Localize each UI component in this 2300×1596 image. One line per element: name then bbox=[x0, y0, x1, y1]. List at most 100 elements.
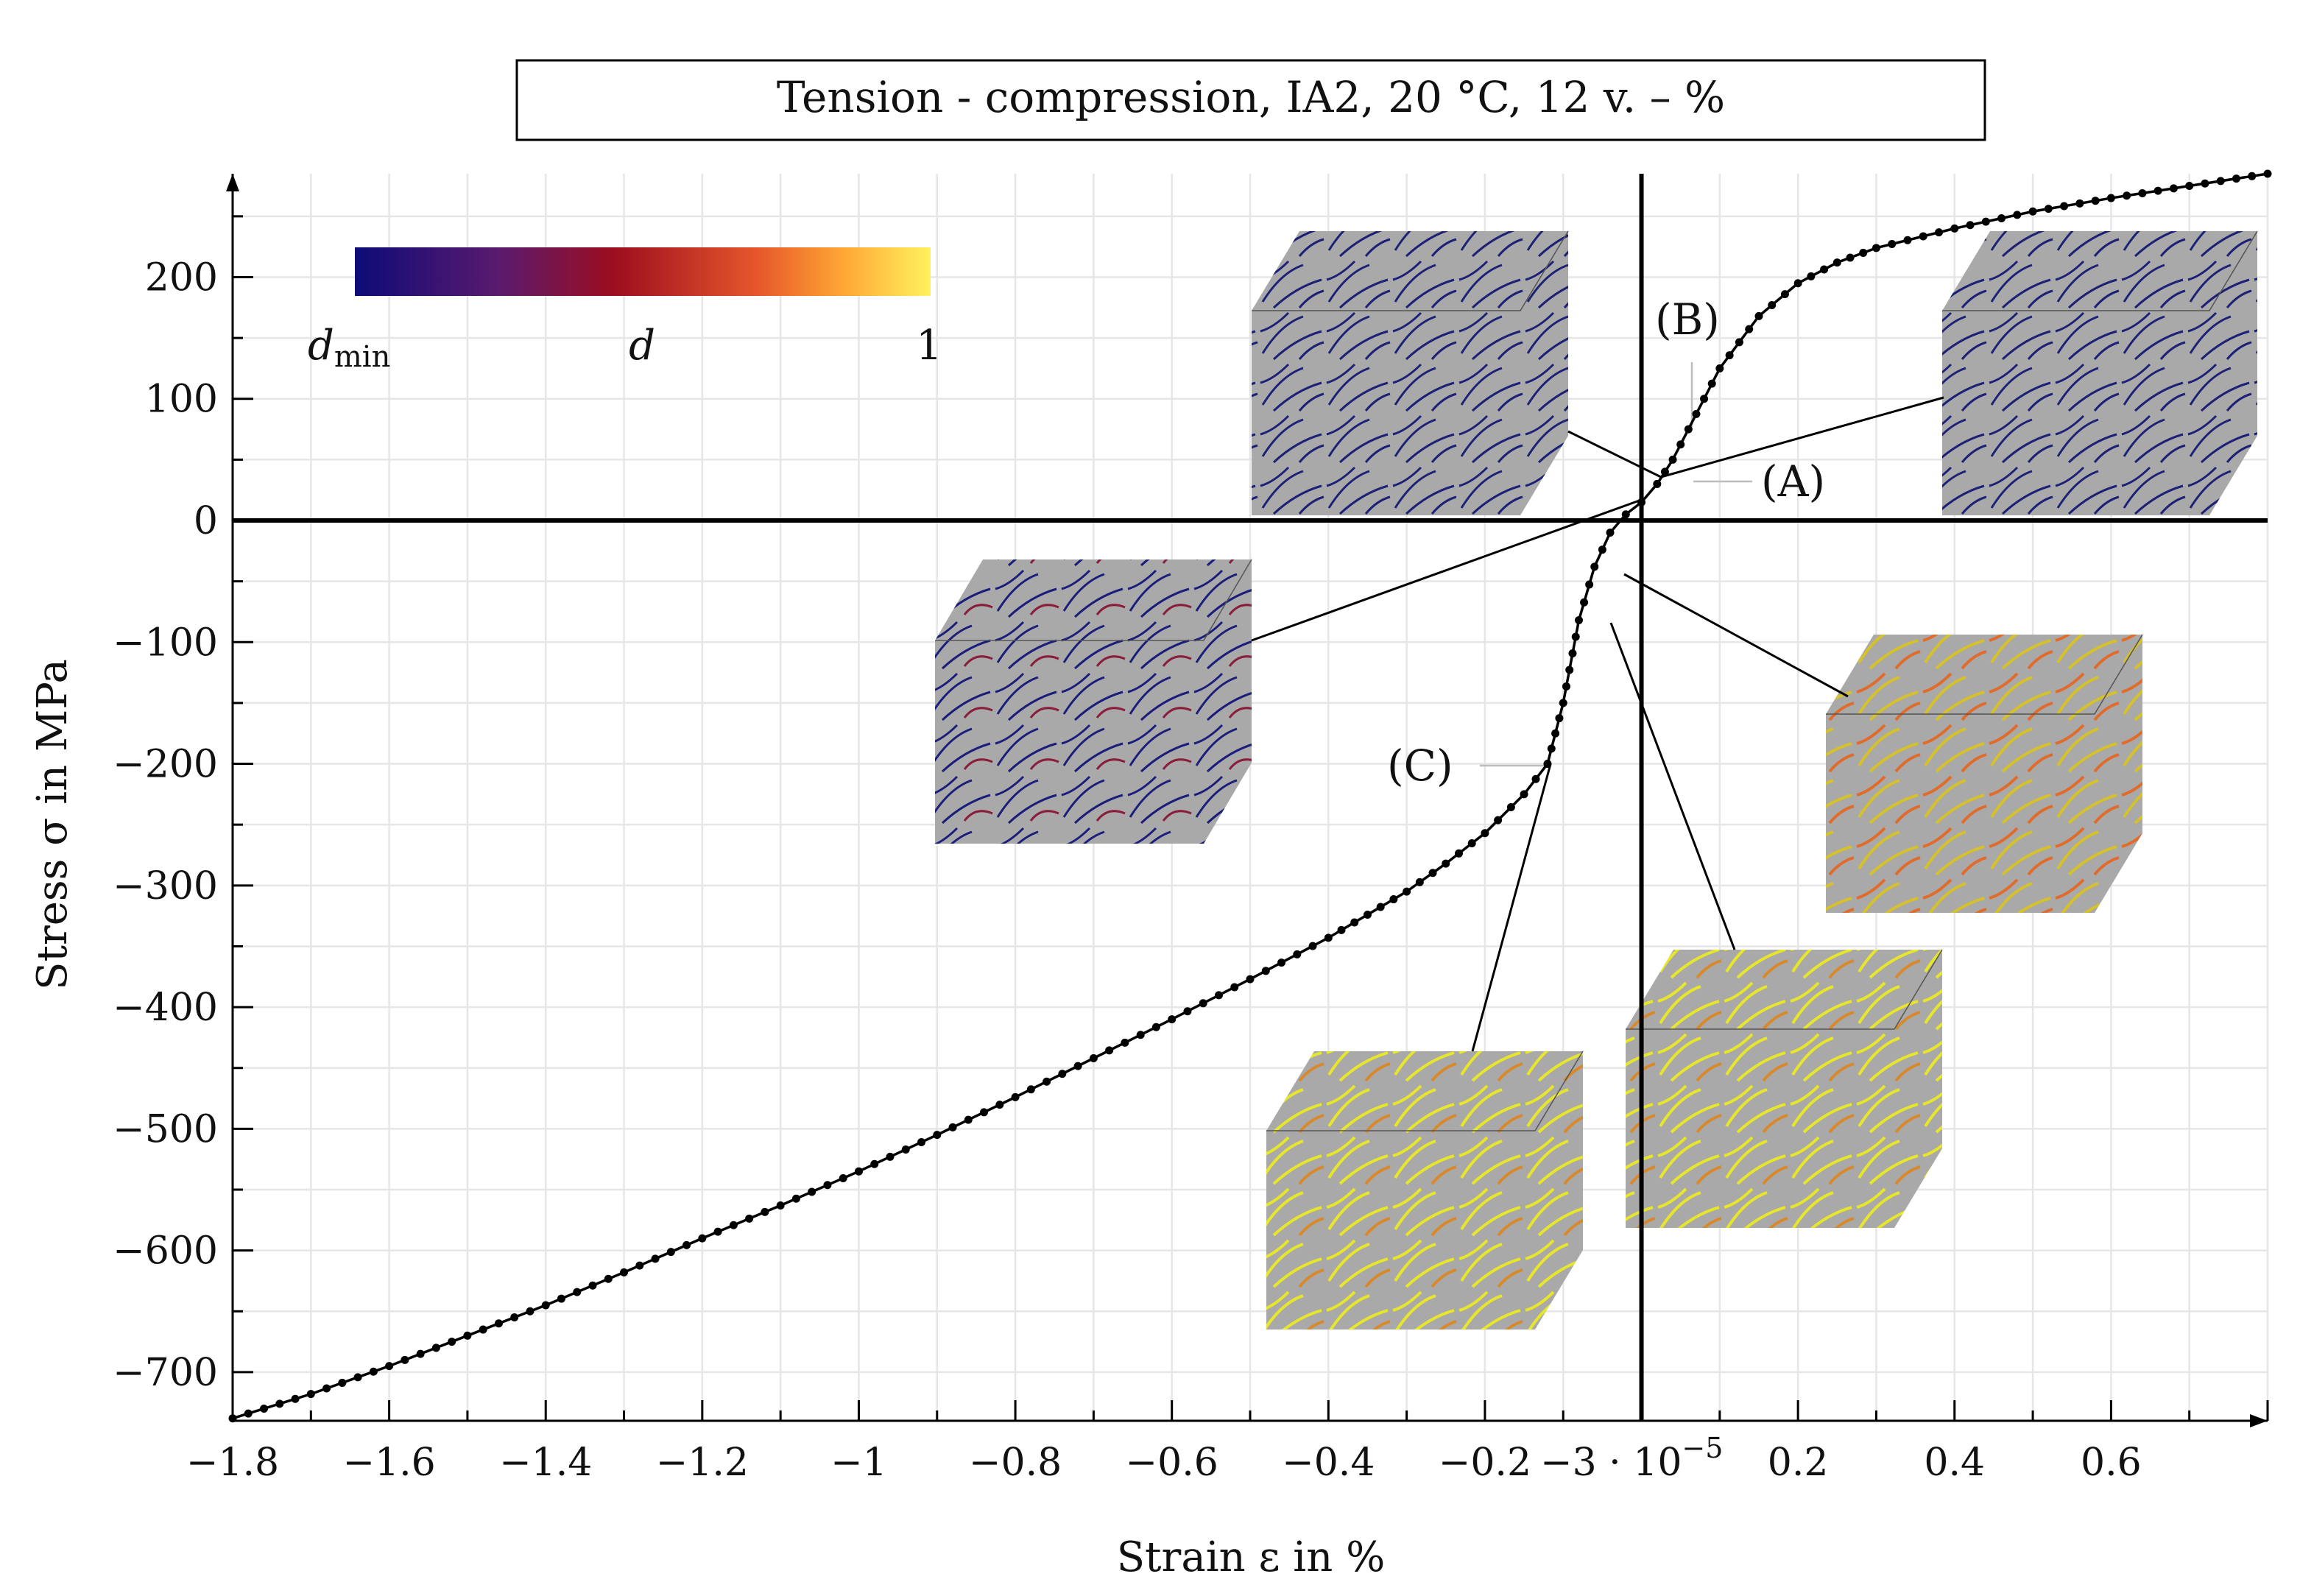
x-tick-label: −1.2 bbox=[656, 1441, 749, 1485]
data-point bbox=[2123, 191, 2131, 200]
data-point bbox=[1105, 1046, 1114, 1055]
data-point bbox=[1606, 529, 1615, 537]
data-point bbox=[917, 1138, 926, 1147]
data-point bbox=[416, 1349, 425, 1358]
y-tick-label: −300 bbox=[113, 864, 218, 908]
chart-title: Tension - compression, IA2, 20 °C, 12 v.… bbox=[777, 72, 1725, 122]
data-point bbox=[901, 1145, 910, 1154]
data-point bbox=[541, 1301, 550, 1310]
annotation-C: (C) bbox=[1387, 741, 1453, 791]
x-tick-label: −0.2 bbox=[1439, 1441, 1531, 1485]
x-tick-label: 0.4 bbox=[1924, 1441, 1985, 1485]
data-point bbox=[1043, 1077, 1051, 1086]
data-point bbox=[1590, 562, 1599, 571]
data-point bbox=[1684, 425, 1693, 434]
data-point bbox=[1494, 816, 1503, 825]
data-point bbox=[1935, 228, 1944, 237]
data-point bbox=[2091, 197, 2100, 205]
cube-image-A-compression bbox=[935, 559, 1252, 844]
data-point bbox=[1846, 253, 1855, 262]
data-point bbox=[369, 1367, 378, 1376]
y-tick-label: 100 bbox=[145, 378, 218, 422]
x-tick-label: −0.6 bbox=[1126, 1441, 1218, 1485]
data-point bbox=[526, 1307, 535, 1316]
data-point bbox=[1151, 1023, 1160, 1031]
data-point bbox=[1011, 1092, 1020, 1101]
data-point bbox=[1668, 455, 1677, 464]
data-point bbox=[1820, 265, 1829, 274]
cube-image-yellow-middle bbox=[1626, 949, 1943, 1228]
data-point bbox=[791, 1194, 800, 1203]
x-tick-label: −1.8 bbox=[186, 1441, 279, 1485]
data-point bbox=[1832, 258, 1841, 267]
data-point bbox=[1676, 440, 1685, 449]
data-point bbox=[839, 1173, 847, 1182]
data-point bbox=[557, 1294, 565, 1303]
data-point bbox=[2075, 199, 2084, 208]
data-point bbox=[306, 1390, 315, 1399]
data-point bbox=[588, 1281, 597, 1290]
data-point bbox=[510, 1313, 519, 1322]
data-point bbox=[1089, 1054, 1098, 1063]
data-point bbox=[870, 1159, 879, 1168]
colorbar bbox=[355, 247, 931, 296]
data-point bbox=[1598, 545, 1606, 554]
data-point bbox=[980, 1108, 989, 1117]
data-point bbox=[1308, 942, 1317, 950]
title-box bbox=[515, 59, 1986, 141]
y-tick-label: −200 bbox=[113, 743, 218, 787]
x-tick-label: −0.8 bbox=[969, 1441, 1062, 1485]
data-point bbox=[275, 1399, 284, 1408]
data-point bbox=[776, 1201, 785, 1210]
data-point bbox=[1950, 224, 1959, 233]
y-tick-label: 0 bbox=[194, 499, 218, 543]
data-point bbox=[1568, 649, 1577, 657]
x-axis-arrow bbox=[2250, 1414, 2268, 1427]
data-point bbox=[1780, 290, 1789, 299]
data-point bbox=[1660, 467, 1669, 476]
colorbar-mid-label: d bbox=[629, 322, 655, 370]
data-point bbox=[1903, 236, 1912, 244]
data-point bbox=[1277, 958, 1286, 967]
data-point bbox=[2248, 172, 2257, 180]
data-point bbox=[322, 1384, 331, 1393]
colorbar-min-label: dmin bbox=[308, 322, 390, 374]
data-point bbox=[1745, 325, 1754, 333]
data-point bbox=[2263, 169, 2272, 178]
data-point bbox=[1293, 950, 1302, 958]
y-tick-label: −400 bbox=[113, 986, 218, 1030]
x-tick-label: 0.2 bbox=[1768, 1441, 1829, 1485]
data-point bbox=[573, 1288, 582, 1296]
data-point bbox=[995, 1101, 1004, 1109]
data-point bbox=[1350, 918, 1359, 927]
data-point bbox=[698, 1234, 707, 1243]
data-point bbox=[1919, 232, 1927, 241]
data-point bbox=[1403, 887, 1411, 896]
data-point bbox=[244, 1409, 253, 1418]
data-point bbox=[635, 1261, 644, 1270]
data-point bbox=[745, 1214, 754, 1223]
data-point bbox=[808, 1187, 816, 1196]
data-point bbox=[2044, 205, 2053, 213]
x-axis-title: Strain ε in % bbox=[1117, 1533, 1386, 1581]
data-point bbox=[463, 1331, 472, 1340]
data-point bbox=[1121, 1038, 1129, 1047]
y-tick-label: −700 bbox=[113, 1351, 218, 1395]
colorbar-max-label: 1 bbox=[916, 322, 942, 370]
y-axis-title: Stress σ in MPa bbox=[29, 659, 77, 990]
cube-image-A-tension bbox=[1252, 230, 1569, 515]
annotation-pointers bbox=[1480, 362, 1752, 767]
data-point bbox=[1389, 895, 1398, 904]
data-point bbox=[431, 1343, 440, 1352]
data-point bbox=[2185, 182, 2194, 191]
data-point bbox=[479, 1325, 487, 1334]
data-point bbox=[1543, 760, 1552, 769]
data-point bbox=[1230, 983, 1239, 992]
data-point bbox=[1574, 616, 1583, 625]
y-tick-label: −600 bbox=[113, 1229, 218, 1274]
data-point bbox=[1692, 409, 1701, 418]
data-point bbox=[260, 1404, 269, 1413]
data-point bbox=[729, 1221, 738, 1229]
data-point bbox=[1966, 221, 1975, 230]
data-point bbox=[620, 1268, 629, 1277]
